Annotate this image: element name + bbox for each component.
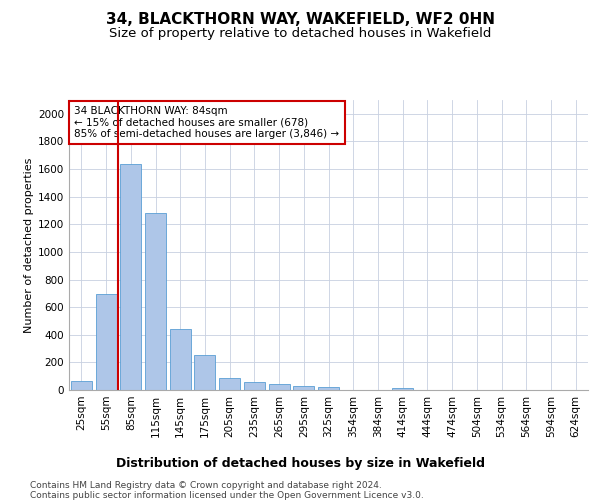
Bar [120, 164, 141, 390]
Bar [71, 381, 92, 390]
Text: 34, BLACKTHORN WAY, WAKEFIELD, WF2 0HN: 34, BLACKTHORN WAY, WAKEFIELD, WF2 0HN [106, 12, 494, 28]
Bar [392, 388, 413, 390]
Bar [318, 386, 339, 390]
Text: Contains HM Land Registry data © Crown copyright and database right 2024.: Contains HM Land Registry data © Crown c… [30, 481, 382, 490]
Bar [95, 294, 116, 390]
Text: Contains public sector information licensed under the Open Government Licence v3: Contains public sector information licen… [30, 491, 424, 500]
Text: 34 BLACKTHORN WAY: 84sqm
← 15% of detached houses are smaller (678)
85% of semi-: 34 BLACKTHORN WAY: 84sqm ← 15% of detach… [74, 106, 340, 139]
Bar [194, 355, 215, 390]
Text: Size of property relative to detached houses in Wakefield: Size of property relative to detached ho… [109, 28, 491, 40]
Bar [293, 386, 314, 390]
Bar [269, 384, 290, 390]
Bar [219, 378, 240, 390]
Y-axis label: Number of detached properties: Number of detached properties [24, 158, 34, 332]
Bar [170, 328, 191, 390]
Bar [244, 382, 265, 390]
Text: Distribution of detached houses by size in Wakefield: Distribution of detached houses by size … [115, 458, 485, 470]
Bar [145, 212, 166, 390]
